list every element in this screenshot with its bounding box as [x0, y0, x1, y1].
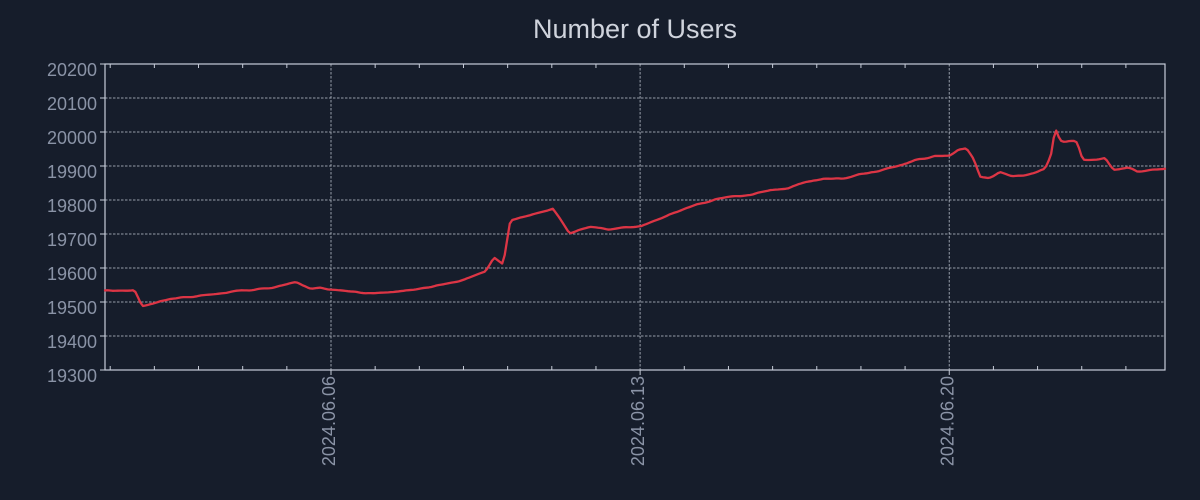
- svg-text:19300: 19300: [47, 366, 97, 386]
- svg-text:20000: 20000: [47, 128, 97, 148]
- svg-text:19500: 19500: [47, 298, 97, 318]
- svg-text:20100: 20100: [47, 94, 97, 114]
- svg-text:20200: 20200: [47, 60, 97, 80]
- svg-text:19700: 19700: [47, 230, 97, 250]
- svg-text:2024.06.13: 2024.06.13: [628, 376, 648, 466]
- svg-text:2024.06.06: 2024.06.06: [319, 376, 339, 466]
- svg-text:19800: 19800: [47, 196, 97, 216]
- svg-text:19900: 19900: [47, 162, 97, 182]
- svg-text:19600: 19600: [47, 264, 97, 284]
- svg-text:2024.06.20: 2024.06.20: [937, 376, 957, 466]
- svg-text:19400: 19400: [47, 332, 97, 352]
